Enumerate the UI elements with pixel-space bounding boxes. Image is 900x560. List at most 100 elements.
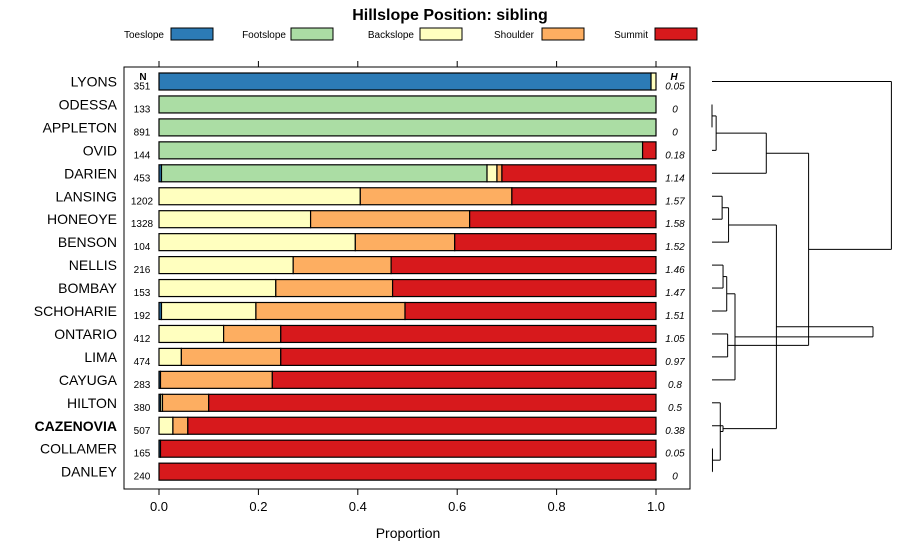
bar-segment-bombay-summit [391, 278, 657, 298]
n-value-benson: 104 [134, 242, 151, 253]
bar-segment-schoharie-backslope [160, 301, 257, 321]
bar-segment-lima-summit [280, 347, 657, 366]
bar-segment-hilton-shoulder [161, 393, 210, 412]
h-value-ontario: 1.05 [665, 334, 685, 345]
bar-segment-odessa-footslope [158, 95, 657, 114]
n-value-honeoye: 1328 [131, 219, 154, 230]
bar-segment-cayuga-summit [271, 370, 657, 389]
bar-segment-benson-backslope [158, 233, 356, 252]
soil-label-lima: LIMA [84, 349, 117, 365]
legend: Toeslope Footslope Backslope Shoulder Summit [124, 27, 698, 41]
h-value-lansing: 1.57 [665, 196, 685, 207]
h-value-bombay: 1.47 [665, 288, 685, 299]
n-value-lansing: 1202 [131, 196, 154, 207]
bar-segment-ontario-summit [280, 324, 657, 344]
n-value-collamer: 165 [134, 449, 151, 460]
bar-segment-darien-summit [501, 164, 657, 183]
legend-swatch-footslope [290, 27, 334, 41]
legend-swatch-summit [654, 27, 698, 41]
n-value-cazenovia: 507 [134, 426, 151, 437]
x-tick-label: 0.6 [448, 499, 466, 514]
h-value-collamer: 0.05 [665, 449, 685, 460]
bar-segment-collamer-summit [159, 439, 657, 458]
bar-segment-lyons-toeslope [158, 72, 652, 91]
soil-label-ontario: ONTARIO [54, 326, 117, 342]
n-value-ontario: 412 [134, 334, 151, 345]
h-value-darien: 1.14 [665, 173, 685, 184]
legend-swatch-toeslope [170, 27, 214, 41]
bar-segment-lansing-summit [511, 187, 657, 206]
soil-label-appleton: APPLETON [43, 119, 117, 135]
n-value-lyons: 351 [134, 82, 151, 93]
h-value-lyons: 0.05 [665, 82, 685, 93]
bar-segment-benson-summit [454, 233, 657, 252]
legend-label-toeslope: Toeslope [124, 30, 164, 41]
legend-label-backslope: Backslope [368, 30, 415, 41]
soil-label-hilton: HILTON [67, 395, 117, 411]
bar-segment-ontario-shoulder [223, 324, 282, 344]
bar-segment-darien-shoulder [496, 164, 503, 183]
soil-label-collamer: COLLAMER [40, 441, 117, 457]
soil-label-darien: DARIEN [64, 165, 117, 181]
bar-segment-bombay-shoulder [275, 278, 394, 298]
h-value-ovid: 0.18 [665, 150, 685, 161]
legend-label-footslope: Footslope [242, 30, 286, 41]
n-value-darien: 453 [134, 173, 151, 184]
x-tick-label: 1.0 [647, 499, 665, 514]
n-value-nellis: 216 [134, 265, 151, 276]
dendrogram [711, 81, 892, 473]
h-value-nellis: 1.46 [665, 265, 685, 276]
n-value-cayuga: 283 [134, 380, 151, 391]
soil-label-benson: BENSON [58, 234, 117, 250]
bar-segment-appleton-footslope [158, 118, 657, 137]
x-tick-label: 0.2 [249, 499, 267, 514]
x-axis: 0.0 0.2 0.4 0.6 0.8 1.0 [150, 61, 665, 514]
soil-label-bombay: BOMBAY [58, 280, 118, 296]
plot-panel-border [123, 66, 691, 490]
h-value-schoharie: 1.51 [665, 311, 684, 322]
bar-segment-nellis-summit [390, 256, 657, 275]
soil-label-lansing: LANSING [56, 188, 117, 204]
legend-swatch-backslope [419, 27, 463, 41]
h-value-benson: 1.52 [665, 242, 685, 253]
bar-segment-lima-shoulder [180, 347, 282, 366]
soil-label-cayuga: CAYUGA [59, 372, 118, 388]
h-value-honeoye: 1.58 [665, 219, 685, 230]
bar-segment-lansing-backslope [158, 187, 361, 206]
h-value-hilton: 0.5 [668, 403, 682, 414]
soil-label-nellis: NELLIS [69, 257, 117, 273]
n-value-schoharie: 192 [134, 311, 151, 322]
bar-segment-cazenovia-backslope [158, 416, 174, 435]
bar-segment-cazenovia-summit [187, 416, 657, 435]
x-axis-title: Proportion [376, 525, 441, 541]
bar-segment-darien-backslope [486, 164, 498, 183]
n-value-hilton: 380 [134, 403, 151, 414]
n-value-danley: 240 [134, 472, 151, 483]
bar-segment-lansing-shoulder [359, 187, 513, 206]
bar-segment-nellis-shoulder [292, 256, 392, 275]
x-tick-label: 0.0 [150, 499, 168, 514]
bar-segment-benson-shoulder [354, 233, 456, 252]
bar-segment-danley-summit [158, 462, 657, 481]
bar-segment-honeoye-summit [469, 210, 657, 229]
bar-segment-ovid-footslope [158, 141, 644, 160]
soil-label-schoharie: SCHOHARIE [34, 303, 117, 319]
bar-segment-cazenovia-shoulder [172, 416, 189, 435]
h-value-odessa: 0 [672, 104, 678, 115]
soil-label-cazenovia: CAZENOVIA [35, 418, 117, 434]
n-column-header: N [139, 72, 146, 83]
bar-segment-schoharie-summit [404, 301, 657, 321]
h-value-lima: 0.97 [665, 357, 685, 368]
labels-group: N H LYONS 351 0.05 ODESSA 133 0 APPLETON 891 0 OVID… [34, 72, 685, 483]
n-value-ovid: 144 [134, 150, 151, 161]
legend-swatch-shoulder [541, 27, 585, 41]
x-tick-label: 0.4 [349, 499, 367, 514]
legend-label-shoulder: Shoulder [494, 30, 535, 41]
bar-segment-ontario-backslope [158, 324, 225, 344]
bar-segment-hilton-summit [208, 393, 657, 412]
h-value-appleton: 0 [672, 127, 678, 138]
h-value-danley: 0 [672, 472, 678, 483]
bar-segment-nellis-backslope [158, 256, 294, 275]
bar-segment-lima-backslope [158, 347, 182, 366]
